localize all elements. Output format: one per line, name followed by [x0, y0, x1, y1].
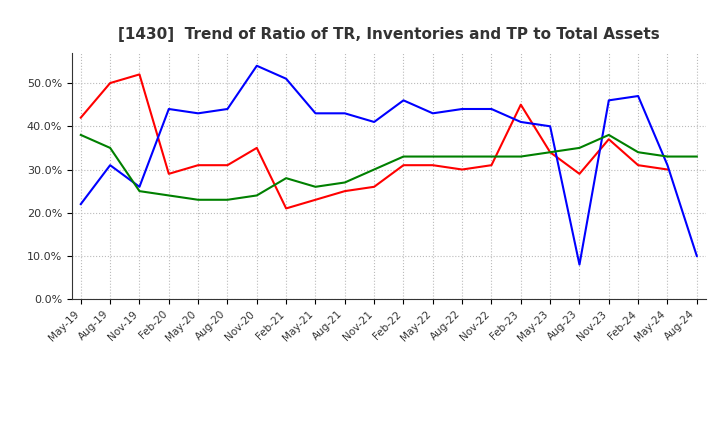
Trade Payables: [428, 154, 437, 159]
Trade Payables: [311, 184, 320, 190]
Trade Payables: [76, 132, 85, 138]
Trade Receivables: [546, 150, 554, 155]
Trade Payables: [605, 132, 613, 138]
Inventories: [458, 106, 467, 112]
Trade Receivables: [487, 162, 496, 168]
Trade Payables: [106, 145, 114, 150]
Line: Trade Payables: Trade Payables: [81, 135, 697, 200]
Trade Receivables: [76, 115, 85, 120]
Trade Receivables: [106, 81, 114, 86]
Inventories: [575, 262, 584, 267]
Inventories: [370, 119, 379, 125]
Trade Payables: [135, 188, 144, 194]
Trade Payables: [634, 150, 642, 155]
Trade Payables: [370, 167, 379, 172]
Trade Receivables: [341, 188, 349, 194]
Trade Payables: [516, 154, 525, 159]
Trade Receivables: [194, 162, 202, 168]
Trade Receivables: [605, 136, 613, 142]
Inventories: [693, 253, 701, 259]
Inventories: [663, 162, 672, 168]
Line: Inventories: Inventories: [81, 66, 697, 264]
Trade Receivables: [399, 162, 408, 168]
Trade Payables: [164, 193, 173, 198]
Inventories: [516, 119, 525, 125]
Trade Payables: [223, 197, 232, 202]
Trade Payables: [282, 176, 290, 181]
Inventories: [399, 98, 408, 103]
Inventories: [253, 63, 261, 68]
Line: Trade Receivables: Trade Receivables: [81, 74, 667, 209]
Trade Receivables: [663, 167, 672, 172]
Inventories: [223, 106, 232, 112]
Trade Payables: [253, 193, 261, 198]
Trade Receivables: [282, 206, 290, 211]
Trade Receivables: [164, 171, 173, 176]
Trade Payables: [575, 145, 584, 150]
Trade Receivables: [135, 72, 144, 77]
Trade Receivables: [634, 162, 642, 168]
Trade Receivables: [253, 145, 261, 150]
Trade Receivables: [428, 162, 437, 168]
Trade Receivables: [223, 162, 232, 168]
Trade Payables: [194, 197, 202, 202]
Inventories: [341, 111, 349, 116]
Inventories: [634, 93, 642, 99]
Inventories: [164, 106, 173, 112]
Inventories: [106, 162, 114, 168]
Trade Payables: [546, 150, 554, 155]
Title: [1430]  Trend of Ratio of TR, Inventories and TP to Total Assets: [1430] Trend of Ratio of TR, Inventories…: [118, 27, 660, 42]
Trade Receivables: [370, 184, 379, 190]
Inventories: [135, 184, 144, 190]
Inventories: [546, 124, 554, 129]
Inventories: [282, 76, 290, 81]
Inventories: [605, 98, 613, 103]
Trade Payables: [458, 154, 467, 159]
Inventories: [194, 111, 202, 116]
Trade Receivables: [516, 102, 525, 107]
Trade Receivables: [575, 171, 584, 176]
Inventories: [428, 111, 437, 116]
Trade Payables: [693, 154, 701, 159]
Trade Payables: [399, 154, 408, 159]
Inventories: [76, 202, 85, 207]
Trade Receivables: [458, 167, 467, 172]
Trade Payables: [487, 154, 496, 159]
Trade Payables: [341, 180, 349, 185]
Inventories: [487, 106, 496, 112]
Inventories: [311, 111, 320, 116]
Trade Receivables: [311, 197, 320, 202]
Trade Payables: [663, 154, 672, 159]
